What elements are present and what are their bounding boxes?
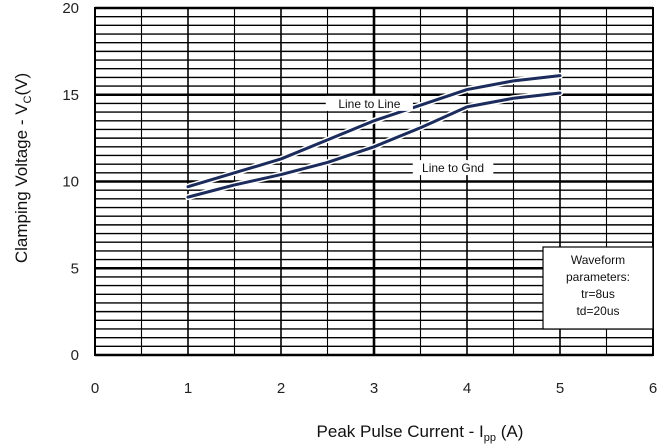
note-box-frame — [542, 246, 654, 330]
y-axis-title: Clamping Voltage - VC(V) — [12, 73, 34, 263]
annotation-backdrop — [412, 160, 494, 176]
grid — [94, 6, 654, 357]
annotation-backdrop — [325, 95, 413, 111]
x-axis-title-unit: (A) — [496, 422, 523, 441]
annotation-label-0: Line to Line — [338, 97, 400, 111]
x-tick-label: 0 — [91, 380, 99, 397]
x-tick-label: 4 — [463, 380, 471, 397]
series-group — [185, 72, 563, 201]
annotations: Line to Line Line to Gnd — [325, 95, 494, 176]
waveform-parameters-box: Waveform parameters: tr=8us td=20us — [542, 246, 654, 330]
note-line: tr=8us — [581, 287, 615, 301]
y-tick-label: 15 — [62, 87, 79, 104]
note-line: td=20us — [576, 304, 619, 318]
y-tick-label: 0 — [71, 347, 79, 364]
note-line: Waveform — [571, 253, 625, 267]
x-axis-title: Peak Pulse Current - Ipp (A) — [317, 422, 524, 444]
note-line: parameters: — [566, 270, 630, 284]
series-line-line-to-gnd — [186, 91, 562, 199]
x-axis-title-subscript: pp — [484, 432, 496, 444]
series-line-line-to-line — [186, 74, 562, 189]
y-tick-label: 5 — [71, 260, 79, 277]
y-tick-label: 20 — [62, 0, 79, 17]
x-tick-label: 2 — [277, 380, 285, 397]
y-axis-title-subscript: C — [22, 95, 34, 103]
tick-labels: 0 1 2 3 4 5 6 0 5 10 15 20 — [62, 0, 657, 397]
y-tick-label: 10 — [62, 174, 79, 191]
y-axis-title-unit: (V) — [12, 73, 31, 96]
x-tick-label: 3 — [370, 380, 378, 397]
annotation-label-1: Line to Gnd — [422, 161, 484, 175]
x-tick-label: 6 — [649, 380, 657, 397]
x-tick-label: 1 — [184, 380, 192, 397]
x-tick-label: 5 — [556, 380, 564, 397]
